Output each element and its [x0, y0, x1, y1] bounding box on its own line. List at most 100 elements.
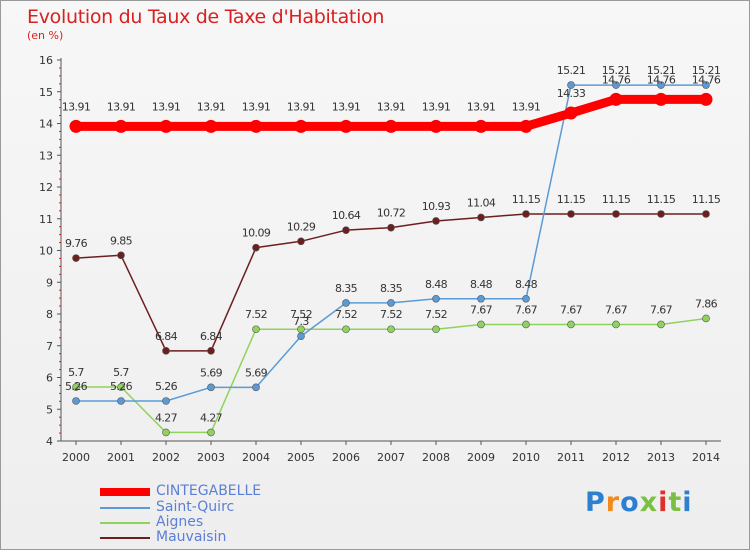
legend-swatch	[100, 507, 150, 509]
data-label: 15.21	[557, 64, 586, 77]
data-point	[69, 119, 83, 133]
y-tick-label: 12	[39, 181, 53, 194]
data-point	[567, 210, 575, 218]
data-point	[612, 320, 620, 329]
data-label: 7.67	[650, 303, 673, 316]
data-point	[252, 325, 260, 334]
data-point	[657, 210, 665, 218]
data-point	[702, 314, 710, 323]
data-point	[387, 325, 395, 334]
data-label: 10.72	[377, 207, 406, 220]
data-point	[252, 383, 260, 392]
data-label: 7.67	[515, 303, 538, 316]
data-point	[117, 397, 125, 405]
data-point	[432, 294, 440, 303]
y-tick-label: 10	[39, 245, 53, 258]
data-point	[114, 119, 128, 133]
data-label: 10.09	[242, 227, 271, 240]
data-point	[162, 428, 170, 437]
data-label: 11.15	[557, 193, 586, 206]
data-point	[294, 119, 308, 133]
data-label: 8.35	[335, 282, 358, 295]
data-point	[162, 397, 170, 405]
data-label: 11.15	[512, 193, 541, 206]
data-label: 15.21	[647, 64, 676, 77]
data-label: 8.48	[470, 278, 493, 291]
data-point	[657, 81, 665, 89]
data-label: 7.67	[605, 303, 628, 316]
data-label: 8.48	[425, 278, 448, 291]
data-label: 13.91	[467, 100, 496, 113]
y-tick-label: 7	[46, 340, 53, 353]
data-point	[297, 237, 305, 246]
data-point	[342, 299, 350, 307]
x-tick-label: 2008	[422, 451, 450, 464]
data-point	[432, 325, 440, 334]
legend-item-aignes[interactable]: Aignes	[100, 514, 320, 531]
data-label: 15.21	[692, 64, 721, 77]
data-point	[429, 119, 443, 133]
data-label: 13.91	[62, 100, 91, 113]
legend-swatch	[100, 537, 150, 539]
chart-title: Evolution du Taux de Taxe d'Habitation	[27, 6, 385, 28]
data-label: 4.27	[155, 411, 178, 424]
x-tick-label: 2014	[692, 451, 720, 464]
legend-item-saint-quirc[interactable]: Saint-Quirc	[100, 499, 320, 516]
data-label: 5.69	[200, 366, 223, 379]
logo-letter: t	[668, 487, 683, 518]
data-label: 5.26	[65, 380, 88, 393]
data-label: 13.91	[107, 100, 136, 113]
data-point	[702, 81, 710, 89]
data-point	[117, 251, 125, 260]
data-point	[297, 332, 305, 341]
data-label: 11.15	[647, 193, 676, 206]
data-label: 9.85	[110, 234, 133, 247]
data-point	[612, 81, 620, 89]
logo-letter: P	[585, 487, 606, 518]
legend-swatch	[100, 522, 150, 524]
data-point	[699, 92, 713, 106]
data-label: 5.7	[68, 366, 84, 379]
data-label: 6.84	[155, 330, 178, 343]
y-tick-label: 4	[46, 435, 53, 448]
data-point	[612, 210, 620, 218]
y-tick-label: 11	[39, 213, 53, 226]
data-label: 6.84	[200, 330, 223, 343]
data-point	[117, 383, 125, 391]
data-point	[342, 226, 350, 234]
data-label: 13.91	[377, 100, 406, 113]
data-label: 8.48	[515, 278, 538, 291]
data-point	[72, 254, 80, 262]
data-point	[477, 294, 485, 303]
data-label: 14.76	[692, 73, 721, 86]
data-label: 5.69	[245, 366, 268, 379]
x-tick-label: 2011	[557, 451, 585, 464]
data-label: 4.27	[200, 411, 223, 424]
x-tick-label: 2003	[197, 451, 225, 464]
x-tick-label: 2010	[512, 451, 540, 464]
data-point	[654, 92, 668, 106]
data-point	[342, 325, 350, 334]
x-tick-label: 2007	[377, 451, 405, 464]
x-tick-label: 2012	[602, 451, 630, 464]
data-point	[249, 119, 263, 133]
data-point	[522, 294, 530, 303]
legend-item-cintegabelle[interactable]: CINTEGABELLE	[100, 483, 320, 500]
data-label: 5.26	[155, 380, 178, 393]
x-tick-label: 2001	[107, 451, 135, 464]
logo-letter: r	[605, 487, 621, 518]
data-point	[162, 347, 170, 355]
y-tick-label: 5	[46, 403, 53, 416]
data-label: 7.3	[293, 315, 309, 328]
data-label: 7.67	[560, 303, 583, 316]
data-label: 9.76	[65, 237, 88, 250]
legend-item-mauvaisin[interactable]: Mauvaisin	[100, 529, 320, 546]
x-tick-label: 2006	[332, 451, 360, 464]
data-point	[567, 320, 575, 329]
data-label: 8.35	[380, 282, 403, 295]
logo-letter: x	[639, 487, 659, 518]
x-tick-label: 2013	[647, 451, 675, 464]
data-label: 7.52	[245, 308, 267, 321]
data-label: 5.7	[113, 366, 129, 379]
data-label: 10.64	[332, 209, 361, 222]
